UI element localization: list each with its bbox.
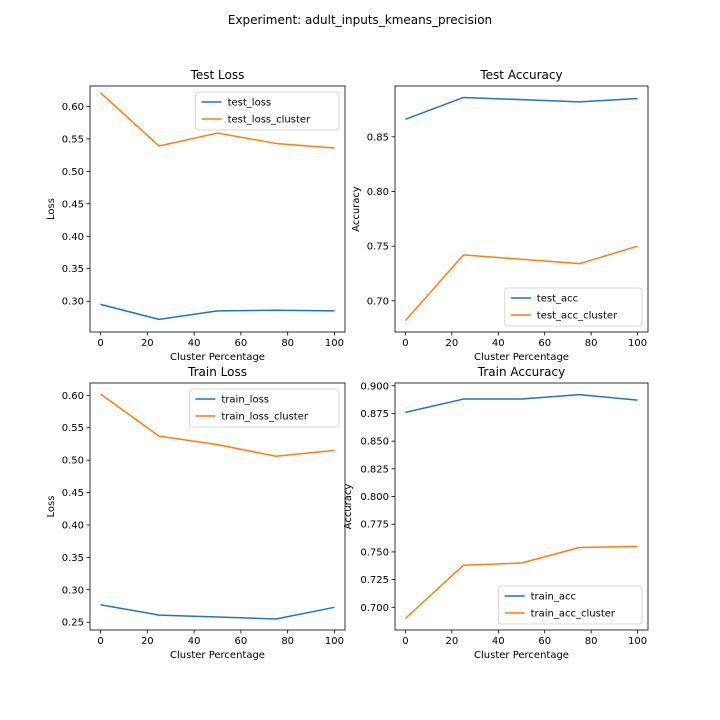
test-accuracy-xtick-label: 80	[585, 338, 598, 349]
test-loss-legend-frame	[195, 91, 340, 131]
test-loss-ytick-label: 0.50	[62, 167, 84, 178]
test-accuracy-axes-frame	[394, 85, 649, 333]
test-loss-title: Test Loss	[190, 68, 245, 82]
train-accuracy-ytick-label: 0.775	[360, 520, 389, 531]
test-loss-legend: test_loss test_loss_cluster	[195, 91, 340, 131]
train-loss-xtick-label: 60	[235, 636, 248, 647]
test-accuracy-legend-label: test_acc_cluster	[537, 311, 618, 322]
train-accuracy-title: Train Accuracy	[477, 365, 565, 379]
test-accuracy-ytick-label: 0.85	[367, 132, 389, 143]
test-loss-xlabel: Cluster Percentage	[170, 352, 265, 363]
train-loss-xtick-label: 0	[97, 636, 103, 647]
train-accuracy-xtick-label: 40	[492, 636, 505, 647]
train-loss-ytick-label: 0.35	[62, 553, 84, 564]
test-loss-axes-frame	[89, 85, 346, 333]
test-accuracy-panel: Test Accuracy 0 20 40 60 80 100 0.70 0.75 0.80 0.8…	[351, 68, 649, 363]
train-accuracy-xtick-label: 20	[445, 636, 458, 647]
train-accuracy-line-train-acc-cluster	[404, 545, 638, 619]
train-accuracy-legend-label: train_acc	[531, 592, 576, 603]
test-accuracy-ytick-label: 0.70	[367, 296, 389, 307]
test-loss-line-test-loss-cluster	[100, 92, 335, 149]
test-loss-ytick-label: 0.60	[62, 102, 84, 113]
train-loss-ytick-label: 0.55	[62, 423, 84, 434]
test-loss-legend-label: test_loss_cluster	[228, 115, 311, 126]
train-accuracy-xlabel: Cluster Percentage	[474, 650, 569, 661]
test-accuracy-xtick-label: 0	[402, 338, 408, 349]
train-loss-ytick-label: 0.50	[62, 456, 84, 467]
train-accuracy-legend-label: train_acc_cluster	[531, 609, 616, 620]
test-accuracy-xtick-label: 100	[628, 338, 647, 349]
test-loss-ytick-label: 0.35	[62, 264, 84, 275]
train-loss-legend-frame	[188, 388, 340, 428]
test-loss-xtick-label: 40	[188, 338, 201, 349]
train-accuracy-legend: train_acc train_acc_cluster	[498, 585, 643, 625]
train-loss-xtick-label: 80	[281, 636, 294, 647]
figure-suptitle: Experiment: adult_inputs_kmeans_precisio…	[228, 13, 492, 27]
train-loss-line-train-loss-cluster	[100, 393, 335, 458]
train-loss-legend-label: train_loss_cluster	[221, 412, 308, 423]
test-accuracy-ylabel: Accuracy	[351, 186, 362, 232]
test-accuracy-line-test-acc-cluster	[404, 245, 638, 322]
train-loss-ytick-label: 0.40	[62, 520, 84, 531]
test-accuracy-legend: test_acc test_acc_cluster	[504, 287, 643, 327]
test-loss-panel: Test Loss 0 20 40 60 80 100 0.30 0.35 0.40 0.45 0.5…	[46, 68, 346, 363]
test-accuracy-legend-label: test_acc	[537, 294, 578, 305]
train-loss-xtick-label: 40	[188, 636, 201, 647]
train-loss-xlabel: Cluster Percentage	[170, 650, 265, 661]
test-accuracy-xtick-label: 40	[492, 338, 505, 349]
train-loss-legend: train_loss train_loss_cluster	[188, 388, 340, 428]
train-accuracy-ytick-label: 0.825	[360, 464, 389, 475]
train-accuracy-line-train-acc	[405, 393, 638, 414]
test-loss-ytick-label: 0.40	[62, 232, 84, 243]
test-accuracy-xtick-label: 20	[445, 338, 458, 349]
train-loss-ytick-label: 0.30	[62, 585, 84, 596]
train-loss-axes-frame	[89, 382, 346, 631]
test-accuracy-ytick-label: 0.80	[367, 187, 389, 198]
train-accuracy-xtick-label: 60	[538, 636, 551, 647]
test-loss-xtick-label: 100	[325, 338, 344, 349]
test-accuracy-title: Test Accuracy	[479, 68, 562, 82]
test-accuracy-xlabel: Cluster Percentage	[474, 352, 569, 363]
test-loss-ylabel: Loss	[46, 198, 57, 220]
train-accuracy-xtick-label: 100	[628, 636, 647, 647]
train-loss-ylabel: Loss	[46, 496, 57, 518]
test-loss-xtick-label: 0	[97, 338, 103, 349]
train-accuracy-ytick-label: 0.725	[360, 575, 389, 586]
test-loss-ytick-label: 0.55	[62, 134, 84, 145]
train-accuracy-ytick-label: 0.875	[360, 409, 389, 420]
train-accuracy-axes-frame	[394, 382, 649, 631]
train-accuracy-ytick-label: 0.750	[360, 547, 389, 558]
test-accuracy-xtick-label: 60	[538, 338, 551, 349]
train-accuracy-legend-frame	[498, 585, 643, 625]
test-loss-ytick-label: 0.45	[62, 199, 84, 210]
test-loss-xtick-label: 80	[281, 338, 294, 349]
test-loss-ytick-label: 0.30	[62, 297, 84, 308]
test-accuracy-ytick-label: 0.75	[367, 242, 389, 253]
test-loss-xtick-label: 20	[141, 338, 154, 349]
train-loss-xtick-label: 20	[141, 636, 154, 647]
test-accuracy-line-test-acc	[405, 96, 638, 121]
train-loss-title: Train Loss	[187, 365, 247, 379]
test-accuracy-legend-frame	[504, 287, 643, 327]
train-accuracy-ytick-label: 0.800	[360, 492, 389, 503]
train-loss-legend-label: train_loss	[221, 395, 269, 406]
train-loss-panel: Train Loss 0 20 40 60 80 100 0.25 0.30 0.35 0.40 0.…	[46, 365, 346, 661]
train-loss-ytick-label: 0.25	[62, 618, 84, 629]
train-accuracy-ytick-label: 0.850	[360, 437, 389, 448]
train-accuracy-ytick-label: 0.900	[360, 381, 389, 392]
test-loss-legend-label: test_loss	[228, 98, 272, 109]
train-loss-ytick-label: 0.60	[62, 391, 84, 402]
train-accuracy-ylabel: Accuracy	[343, 484, 354, 530]
train-accuracy-panel: Train Accuracy 0 20 40 60 80 100 0.700 0.725 0.75…	[343, 365, 649, 661]
train-loss-xtick-label: 100	[325, 636, 344, 647]
train-loss-line-train-loss	[100, 603, 335, 620]
train-accuracy-ytick-label: 0.700	[360, 603, 389, 614]
train-loss-ytick-label: 0.45	[62, 488, 84, 499]
train-accuracy-xtick-label: 80	[585, 636, 598, 647]
test-loss-xtick-label: 60	[235, 338, 248, 349]
test-loss-line-test-loss	[100, 303, 335, 321]
train-accuracy-xtick-label: 0	[402, 636, 408, 647]
